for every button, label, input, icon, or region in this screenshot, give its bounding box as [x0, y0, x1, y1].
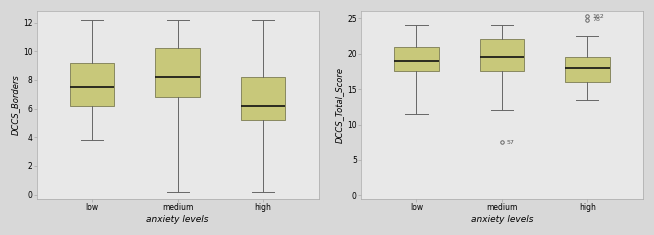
PathPatch shape — [70, 63, 114, 106]
X-axis label: anxiety levels: anxiety levels — [471, 215, 533, 224]
PathPatch shape — [479, 39, 524, 71]
Text: 57: 57 — [507, 140, 515, 145]
X-axis label: anxiety levels: anxiety levels — [146, 215, 209, 224]
Text: 162: 162 — [593, 14, 604, 19]
PathPatch shape — [394, 47, 439, 71]
Y-axis label: DCCS_Total_Score: DCCS_Total_Score — [336, 67, 345, 143]
PathPatch shape — [565, 57, 610, 82]
PathPatch shape — [156, 48, 200, 97]
PathPatch shape — [241, 77, 285, 120]
Y-axis label: DCCS_Borders: DCCS_Borders — [11, 75, 20, 135]
Text: 78: 78 — [593, 17, 600, 22]
